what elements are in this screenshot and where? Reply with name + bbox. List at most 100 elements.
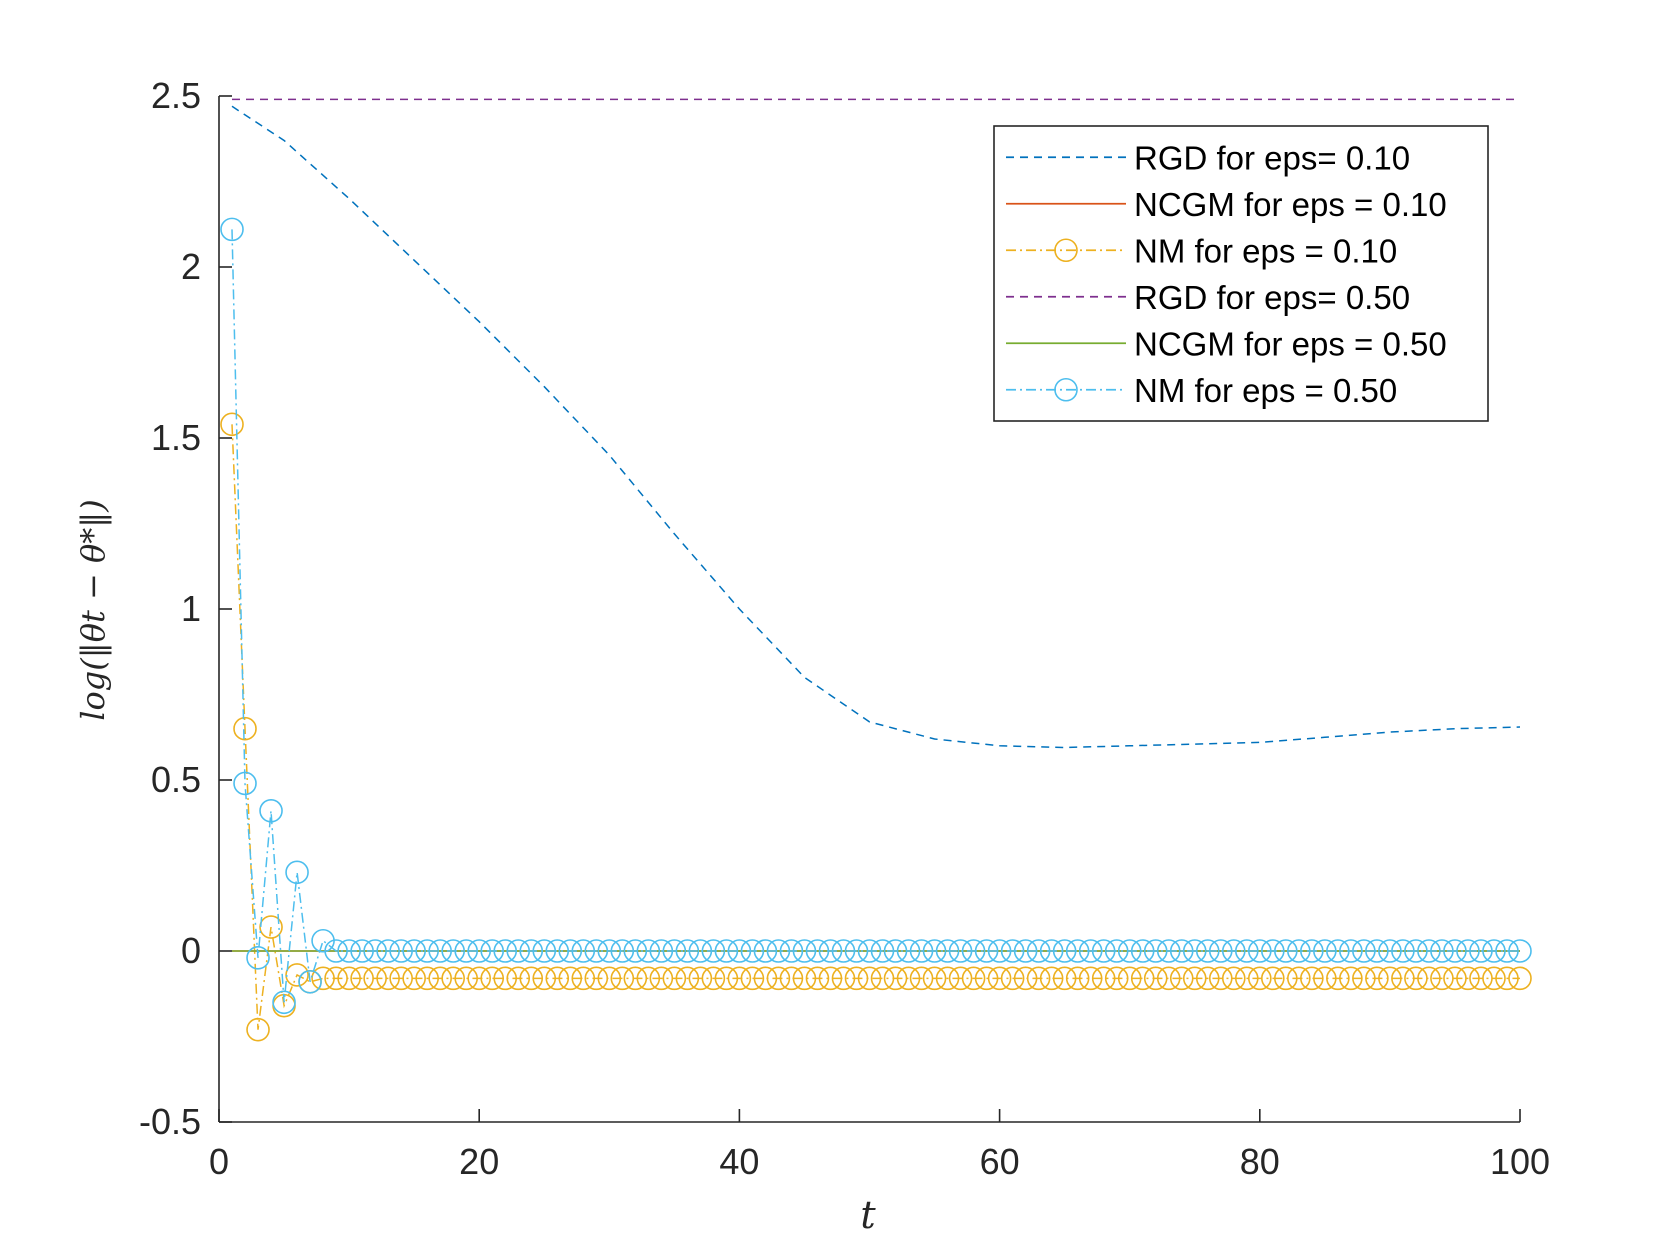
series-5-point (324, 939, 348, 963)
series-5-point (792, 939, 817, 963)
series-2-point (636, 966, 661, 991)
series-5-point (1287, 939, 1311, 963)
series-2-point (1495, 966, 1519, 991)
series-5-point (753, 939, 778, 963)
series-5-point (727, 939, 752, 963)
series-2-point (1143, 966, 1168, 991)
series-5-point (506, 939, 531, 963)
series-2-point (1221, 966, 1246, 991)
series-2-point (259, 915, 283, 939)
series-5-point (1221, 939, 1246, 963)
series-5-point (1078, 939, 1103, 963)
series-2-point (779, 966, 804, 991)
series-2-point (337, 966, 361, 991)
series-2-point (714, 966, 739, 991)
series-2-point (1091, 966, 1116, 991)
series-5-point (649, 939, 674, 963)
series-5-point (857, 939, 882, 963)
series-5-point (1117, 939, 1142, 963)
series-5-point (493, 939, 518, 963)
series-2-point (1065, 966, 1090, 991)
series-2-point (519, 966, 544, 991)
series-5-point (1261, 939, 1285, 963)
series-5-point (1039, 939, 1064, 963)
series-5-point (766, 939, 791, 963)
series-2-point (558, 966, 583, 991)
series-2-point (974, 966, 999, 991)
series-2-point (493, 966, 518, 991)
x-tick-label: 20 (459, 1141, 499, 1182)
series-5-point (1104, 939, 1129, 963)
series-5-point (974, 939, 999, 963)
y-tick-label: 1 (181, 588, 201, 629)
series-2-point (922, 966, 947, 991)
series-line-5 (231, 229, 1520, 1003)
series-2-point (532, 966, 557, 991)
series-5-point (883, 939, 908, 963)
series-2-point (1326, 966, 1350, 991)
series-2-point (1339, 966, 1363, 991)
series-2-point (701, 966, 726, 991)
series-5-point (350, 939, 374, 963)
series-5-point (1508, 939, 1532, 963)
series-2-point (675, 966, 700, 991)
legend-swatch-marker (1054, 238, 1078, 263)
series-2-point (584, 966, 609, 991)
series-2-point (883, 966, 908, 991)
series-line-0 (231, 105, 1521, 749)
series-5-point (1326, 939, 1350, 963)
series-5-point (441, 939, 465, 963)
series-2-point (545, 966, 570, 991)
series-2-point (1078, 966, 1103, 991)
series-2-point (753, 966, 778, 991)
series-5-point (1430, 939, 1454, 963)
series-2-point (948, 966, 973, 991)
series-5-point (740, 939, 765, 963)
series-5-point (831, 939, 856, 963)
series-2-point (1208, 966, 1233, 991)
series-2-point (857, 966, 882, 991)
series-2-point (818, 966, 843, 991)
series-2-point (571, 966, 596, 991)
series-2-point (1287, 966, 1311, 991)
series-5-point (1365, 939, 1389, 963)
series-5-point (1013, 939, 1038, 963)
series-2-point (363, 966, 387, 991)
series-5-point (688, 939, 713, 963)
series-2-point (1430, 966, 1454, 991)
series-5-point (1443, 939, 1467, 963)
legend-entry-label: NM for eps = 0.50 (1134, 372, 1397, 409)
legend-entry-label: NCGM for eps = 0.10 (1134, 186, 1447, 223)
y-tick-label: 2.5 (151, 75, 201, 116)
series-2-point (1117, 966, 1142, 991)
series-5-point (584, 939, 609, 963)
series-2-point (402, 966, 426, 991)
series-5-point (415, 939, 439, 963)
series-2-point (246, 1017, 270, 1042)
series-2-point (844, 966, 869, 991)
series-line-2 (231, 424, 1520, 1030)
series-5-point (1248, 939, 1272, 963)
series-2-point (1261, 966, 1285, 991)
series-2-point (727, 966, 752, 991)
series-5-point (1234, 939, 1259, 963)
series-2-point (1508, 966, 1532, 991)
series-2-point (1039, 966, 1064, 991)
series-2-point (688, 966, 713, 991)
series-5-point (870, 939, 895, 963)
series-2-point (1469, 966, 1493, 991)
series-2-point (1234, 966, 1259, 991)
series-2-point (467, 966, 492, 991)
series-2-point (311, 966, 335, 991)
series-5-point (1391, 939, 1415, 963)
series-5-point (662, 939, 687, 963)
legend-entry-label: RGD for eps= 0.50 (1134, 279, 1410, 316)
series-5-point (1208, 939, 1233, 963)
plot-area (220, 98, 1532, 1042)
series-5-point (233, 771, 257, 796)
x-tick-label: 80 (1240, 1141, 1280, 1182)
series-5-point (298, 969, 322, 994)
series-2-point (766, 966, 791, 991)
series-5-point (1352, 939, 1376, 963)
series-2-point (1404, 966, 1428, 991)
